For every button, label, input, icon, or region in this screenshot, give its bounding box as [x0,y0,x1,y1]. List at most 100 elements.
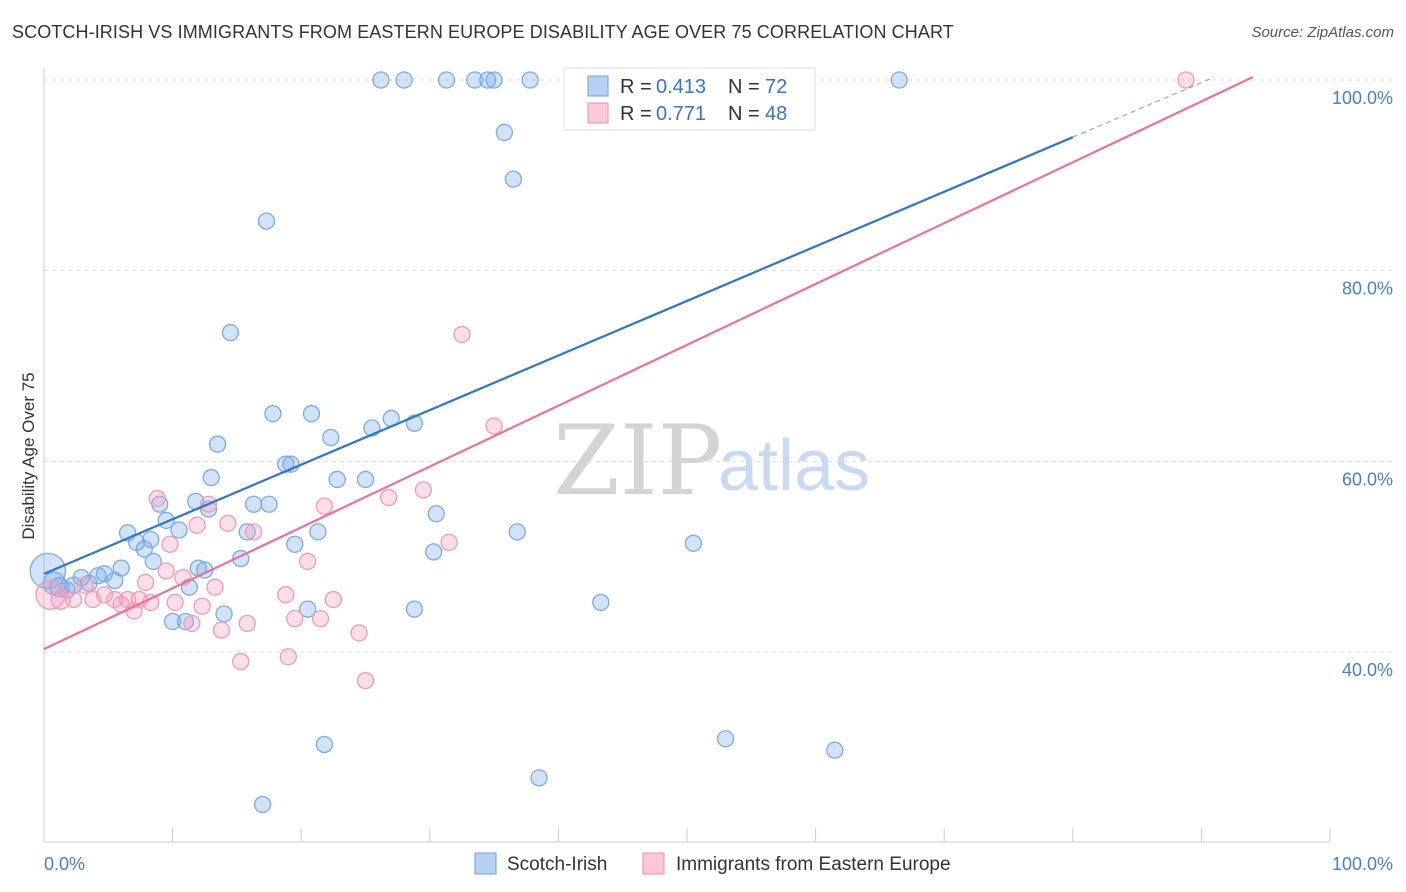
watermark-zip: ZIP [553,405,722,517]
legend-r-value-2: 0.771 [656,103,706,125]
point-scotch-irish-50 [405,600,424,618]
point-eastern-europe-3 [76,576,94,594]
point-eastern-europe-19 [188,516,206,534]
point-scotch-irish-58 [485,71,503,89]
trend-line-eastern-europe [43,76,1254,651]
point-scotch-irish-18 [170,521,188,539]
point-scotch-irish-46 [356,470,375,489]
point-eastern-europe-39 [440,533,458,552]
point-scotch-irish-36 [264,405,282,423]
point-scotch-irish-43 [315,735,333,754]
trend-line-extension-scotch-irish [1072,76,1215,138]
legend-r-value-1: 0.413 [656,76,706,98]
legend-n-label-1: N = [728,76,760,98]
point-eastern-europe-13 [148,489,166,508]
legend-n-value-2: 48 [765,103,787,125]
trend-line-scotch-irish [43,136,1074,575]
point-eastern-europe-2 [64,590,83,609]
point-scotch-irish-33 [260,495,278,513]
point-scotch-irish-31 [238,523,256,541]
y-tick-labels: 40.0% 60.0% 80.0% 100.0% [1332,88,1393,680]
series-legend-label-scotch-irish: Scotch-Irish [507,854,607,875]
point-eastern-europe-34 [324,590,343,609]
point-scotch-irish-57 [479,71,497,89]
y-tick-label-1: 60.0% [1342,469,1393,489]
axes [43,68,1331,843]
y-tick-label-3: 100.0% [1332,88,1393,108]
x-tick-label-left: 0.0% [44,854,85,874]
y-axis-label: Disability Age Over 75 [19,372,38,539]
point-scotch-irish-55 [437,71,456,89]
point-eastern-europe-25 [232,652,250,671]
point-scotch-irish-53 [372,71,390,89]
point-scotch-irish-42 [309,523,327,541]
point-scotch-irish-44 [322,428,340,447]
watermark-atlas: atlas [718,426,870,506]
legend-r-label-2: R = [620,103,652,125]
point-scotch-irish-61 [495,123,514,142]
point-eastern-europe-5 [95,586,114,604]
point-eastern-europe-41 [485,417,503,435]
point-scotch-irish-28 [215,605,233,623]
point-eastern-europe-38 [414,481,433,499]
series-legend-swatch-scotch-irish [474,852,497,875]
point-scotch-irish-21 [176,612,195,631]
point-scotch-irish-69 [890,71,908,89]
grid-lines [44,79,1393,653]
point-scotch-irish-54 [395,71,413,89]
point-eastern-europe-33 [315,497,333,515]
point-scotch-irish-7 [89,567,107,585]
point-eastern-europe-24 [219,514,237,532]
point-scotch-irish-66 [684,534,703,552]
point-scotch-irish-52 [427,505,445,523]
point-eastern-europe-14 [157,562,175,580]
point-eastern-europe-30 [286,609,304,628]
chart-source: Source: ZipAtlas.com [1251,24,1394,41]
point-eastern-europe-31 [298,552,317,571]
legend-r-label-1: R = [620,76,652,98]
point-eastern-europe-22 [206,578,224,596]
point-eastern-europe-20 [193,597,211,615]
point-scotch-irish-68 [826,741,844,759]
point-eastern-europe-0 [35,579,66,610]
point-eastern-europe-29 [279,648,297,666]
legend-swatch-scotch-irish [587,75,609,97]
legend-n-value-1: 72 [765,76,787,98]
point-eastern-europe-35 [350,624,368,642]
point-scotch-irish-39 [286,535,304,553]
point-scotch-irish-32 [244,495,263,513]
point-eastern-europe-11 [136,573,155,592]
point-scotch-irish-40 [298,600,317,618]
series-legend-swatch-eastern-europe [642,852,665,875]
point-scotch-irish-35 [257,212,276,230]
trend-lines [43,76,1254,651]
point-scotch-irish-56 [466,71,484,89]
watermark: ZIP atlas [553,405,870,517]
point-eastern-europe-28 [277,586,295,604]
point-eastern-europe-18 [183,614,201,633]
stats-legend: R = 0.413 N = 72 R = 0.771 N = 48 [563,67,816,131]
series-legend: Scotch-Irish Immigrants from Eastern Eur… [474,852,951,875]
data-points [29,71,1195,814]
point-scotch-irish-8 [95,565,114,583]
point-eastern-europe-15 [161,535,179,553]
point-scotch-irish-14 [142,530,160,549]
point-scotch-irish-0 [29,552,67,590]
point-scotch-irish-67 [716,730,735,748]
point-eastern-europe-16 [166,593,184,612]
point-eastern-europe-32 [311,609,330,628]
point-eastern-europe-1 [50,589,71,610]
point-scotch-irish-29 [221,323,240,342]
point-scotch-irish-64 [530,769,548,787]
point-scotch-irish-63 [508,523,526,541]
point-scotch-irish-41 [302,405,321,423]
point-scotch-irish-59 [521,71,539,89]
chart-title: SCOTCH-IRISH VS IMMIGRANTS FROM EASTERN … [12,22,954,42]
point-scotch-irish-51 [425,543,443,561]
point-eastern-europe-27 [244,523,263,541]
point-eastern-europe-37 [379,488,398,507]
point-eastern-europe-26 [238,614,256,633]
point-scotch-irish-65 [592,593,610,612]
series-legend-label-eastern-europe: Immigrants from Eastern Europe [676,854,951,875]
